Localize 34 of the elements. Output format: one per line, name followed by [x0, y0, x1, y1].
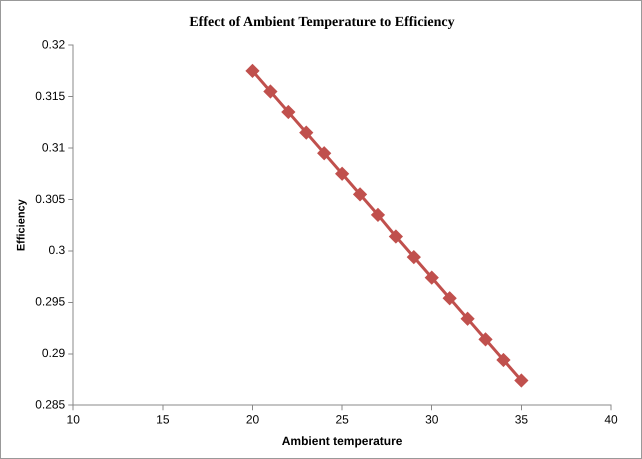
point — [407, 250, 420, 264]
y-axis-title: Efficiency — [16, 198, 28, 252]
point — [461, 312, 474, 326]
x-tick-label: 30 — [425, 412, 439, 427]
point — [425, 271, 438, 284]
x-tick-label: 10 — [66, 412, 80, 427]
y-tick-label: 0.29 — [42, 346, 66, 360]
point — [496, 353, 510, 366]
point — [389, 230, 402, 244]
x-tick-label: 15 — [156, 412, 170, 427]
point — [443, 292, 456, 305]
x-tick-label: 40 — [604, 412, 618, 427]
point — [354, 188, 367, 201]
point — [479, 332, 492, 346]
y-tick-label: 0.305 — [35, 192, 66, 206]
y-tick-label: 0.3 — [48, 243, 66, 258]
point — [371, 208, 384, 222]
point — [264, 84, 277, 98]
point — [336, 167, 349, 180]
point — [246, 64, 259, 78]
x-axis-title: Ambient temperature — [282, 434, 403, 448]
y-tick-label: 0.32 — [42, 38, 66, 52]
y-tick-label: 0.285 — [35, 398, 66, 412]
point — [318, 146, 331, 160]
x-tick-label: 20 — [246, 412, 260, 427]
x-tick-label: 25 — [335, 412, 350, 427]
chart-title: Effect of Ambient Temperature to Efficiency — [188, 15, 456, 31]
point — [514, 374, 528, 388]
point — [282, 106, 295, 119]
y-tick-label: 0.315 — [35, 88, 66, 103]
y-tick-label: 0.295 — [35, 294, 66, 309]
y-tick-label: 0.31 — [42, 140, 66, 154]
x-tick-label: 35 — [514, 412, 528, 427]
point — [300, 126, 313, 140]
